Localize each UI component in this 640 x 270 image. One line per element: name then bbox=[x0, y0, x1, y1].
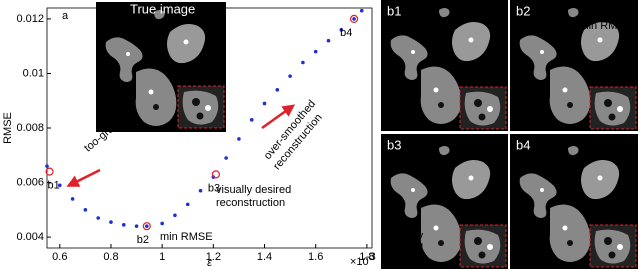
data-point bbox=[339, 28, 344, 32]
data-point bbox=[359, 8, 364, 13]
panel-label: b4 bbox=[516, 137, 530, 152]
y-axis-label: RMSE bbox=[2, 112, 14, 144]
x-tick-label: 1.2 bbox=[206, 251, 221, 263]
y-tick-label: 0.006 bbox=[16, 176, 44, 188]
point-label: b2 bbox=[137, 234, 149, 246]
x-tick-label: 1.4 bbox=[257, 251, 272, 263]
highlight-point bbox=[349, 14, 359, 24]
point-label: b1 bbox=[48, 180, 60, 192]
panel-label: b1 bbox=[387, 3, 401, 18]
x-tick-label: 1.6 bbox=[308, 251, 323, 263]
panel-note: visually bbox=[387, 230, 424, 242]
data-point bbox=[145, 224, 149, 228]
point-label: b4 bbox=[340, 27, 352, 39]
data-point bbox=[160, 221, 164, 226]
data-point bbox=[198, 188, 203, 193]
data-point bbox=[249, 118, 254, 122]
x-tick-label: 0.8 bbox=[103, 251, 118, 263]
data-point bbox=[83, 208, 88, 212]
data-point bbox=[352, 17, 356, 21]
panel-label: b2 bbox=[516, 3, 530, 18]
data-point bbox=[275, 88, 280, 92]
x-axis-label: ε bbox=[207, 257, 212, 269]
data-point bbox=[57, 183, 62, 188]
data-point bbox=[134, 224, 139, 228]
x-tick-label: 1.8 bbox=[359, 251, 374, 263]
data-point bbox=[288, 74, 292, 78]
data-point bbox=[301, 60, 305, 65]
data-point bbox=[313, 49, 318, 54]
data-point bbox=[109, 220, 113, 224]
x-tick-label: 1 bbox=[159, 251, 165, 263]
data-point bbox=[185, 202, 190, 207]
panel-label: a bbox=[62, 10, 69, 22]
data-point bbox=[224, 156, 228, 160]
data-point bbox=[262, 101, 267, 106]
arrow bbox=[261, 104, 296, 130]
data-point bbox=[96, 216, 100, 220]
panel-images bbox=[381, 0, 638, 269]
x-multiplier-exp: -3 bbox=[366, 251, 376, 263]
y-tick-label: 0.012 bbox=[16, 13, 44, 25]
data-point bbox=[326, 38, 331, 43]
annotation: min RMSE bbox=[160, 231, 213, 243]
highlight-point bbox=[45, 167, 54, 176]
point-label: b3 bbox=[208, 182, 220, 194]
x-tick-label: 0.6 bbox=[52, 251, 67, 263]
data-point bbox=[70, 197, 75, 201]
data-point bbox=[45, 164, 49, 168]
y-tick-label: 0.008 bbox=[16, 122, 44, 134]
y-tick-label: 0.01 bbox=[23, 67, 44, 79]
x-multiplier: ×10 bbox=[350, 256, 369, 268]
annotation: reconstruction bbox=[216, 197, 285, 209]
panel-note: desired bbox=[387, 242, 423, 254]
panel-note: min RMSE bbox=[579, 20, 632, 32]
y-tick-label: 0.004 bbox=[16, 231, 44, 243]
data-point bbox=[173, 213, 177, 218]
data-point bbox=[237, 137, 241, 141]
panel-label: b3 bbox=[387, 137, 401, 152]
arrow bbox=[66, 168, 101, 187]
data-point bbox=[121, 223, 126, 227]
annotation: visually desired bbox=[216, 184, 291, 196]
highlight-point bbox=[142, 222, 151, 231]
true-image bbox=[96, 2, 226, 132]
annotation: True image bbox=[130, 1, 195, 16]
highlight-point bbox=[211, 170, 220, 179]
